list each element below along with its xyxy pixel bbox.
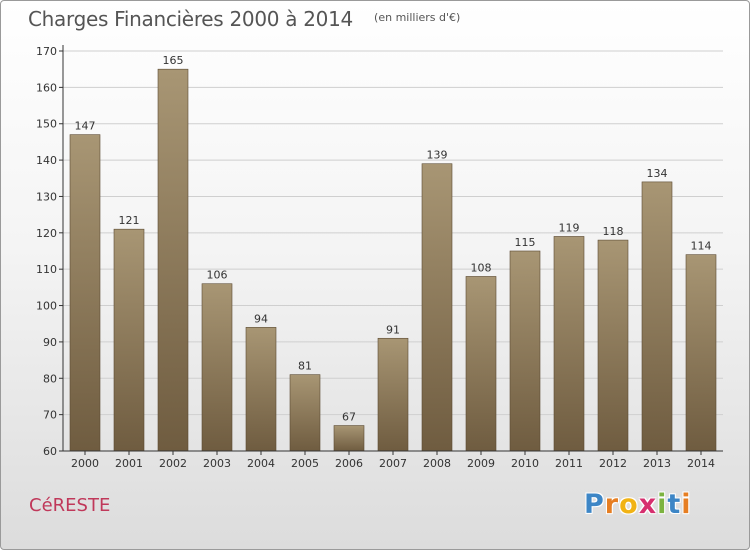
data-label: 91 (386, 323, 400, 336)
x-tick-label: 2002 (159, 457, 187, 470)
x-tick-label: 2000 (71, 457, 99, 470)
y-tick-label: 120 (36, 227, 57, 240)
data-label: 134 (647, 167, 668, 180)
bars (69, 68, 717, 452)
bar-2007 (377, 337, 409, 452)
bar-2004 (245, 327, 277, 452)
y-tick-label: 160 (36, 81, 57, 94)
data-label: 119 (559, 221, 580, 234)
x-tick-label: 2009 (467, 457, 495, 470)
bar-2010 (509, 250, 541, 452)
data-labels: 147 121 165 106 94 81 67 91 139 108 115 119 118 134 11… (75, 54, 712, 423)
x-tick-label: 2003 (203, 457, 231, 470)
bar-2014 (685, 254, 717, 452)
y-tick-label: 90 (43, 336, 57, 349)
y-tick-label: 150 (36, 118, 57, 131)
bar-2000 (69, 134, 101, 452)
data-label: 108 (471, 261, 492, 274)
bar-2011 (553, 236, 585, 452)
axes: 60 70 80 90 100 110 120 130 140 150 160 170 2000 2001… (36, 45, 723, 470)
x-tick-label: 2014 (687, 457, 715, 470)
x-tick-label: 2005 (291, 457, 319, 470)
bar-2001 (113, 228, 145, 452)
bar-2012 (597, 239, 629, 452)
bar-2009 (465, 276, 497, 452)
data-label: 67 (342, 411, 356, 424)
data-label: 81 (298, 360, 312, 373)
x-tick-label: 2010 (511, 457, 539, 470)
x-tick-label: 2013 (643, 457, 671, 470)
x-tick-label: 2007 (379, 457, 407, 470)
x-tick-label: 2008 (423, 457, 451, 470)
town-name: CéRESTE (29, 495, 111, 516)
bar-2002 (157, 68, 189, 452)
data-label: 121 (119, 214, 140, 227)
y-tick-label: 130 (36, 190, 57, 203)
bar-2003 (201, 283, 233, 452)
logo-letter: o (619, 489, 639, 520)
data-label: 165 (163, 54, 184, 67)
proxiti-logo[interactable]: Proxiti (584, 489, 692, 520)
data-label: 106 (207, 269, 228, 282)
chart-title: Charges Financières 2000 à 2014 (28, 7, 353, 31)
bar-2013 (641, 181, 673, 452)
bar-2008 (421, 163, 453, 452)
logo-letter: P (584, 489, 605, 520)
y-tick-label: 70 (43, 409, 57, 422)
chart-title-block: Charges Financières 2000 à 2014 (en mill… (28, 7, 460, 31)
data-label: 115 (515, 236, 536, 249)
logo-letter: x (638, 489, 658, 520)
data-label: 147 (75, 120, 96, 133)
data-label: 94 (254, 312, 268, 325)
x-tick-label: 2011 (555, 457, 583, 470)
y-tick-label: 170 (36, 45, 57, 58)
y-tick-label: 110 (36, 263, 57, 276)
data-label: 114 (691, 240, 712, 253)
x-tick-label: 2001 (115, 457, 143, 470)
x-tick-label: 2006 (335, 457, 363, 470)
bar-2006 (333, 425, 365, 452)
y-tick-label: 140 (36, 154, 57, 167)
x-tick-label: 2004 (247, 457, 275, 470)
chart-subtitle: (en milliers d'€) (374, 11, 461, 24)
x-tick-label: 2012 (599, 457, 627, 470)
logo-letter: i (681, 489, 692, 520)
bar-2005 (289, 374, 321, 452)
y-tick-label: 100 (36, 300, 57, 313)
logo-letter: t (667, 489, 682, 520)
logo-letter: i (657, 489, 668, 520)
y-tick-label: 80 (43, 372, 57, 385)
y-tick-label: 60 (43, 445, 57, 458)
data-label: 118 (603, 225, 624, 238)
data-label: 139 (427, 149, 448, 162)
logo-letter: r (604, 489, 620, 520)
